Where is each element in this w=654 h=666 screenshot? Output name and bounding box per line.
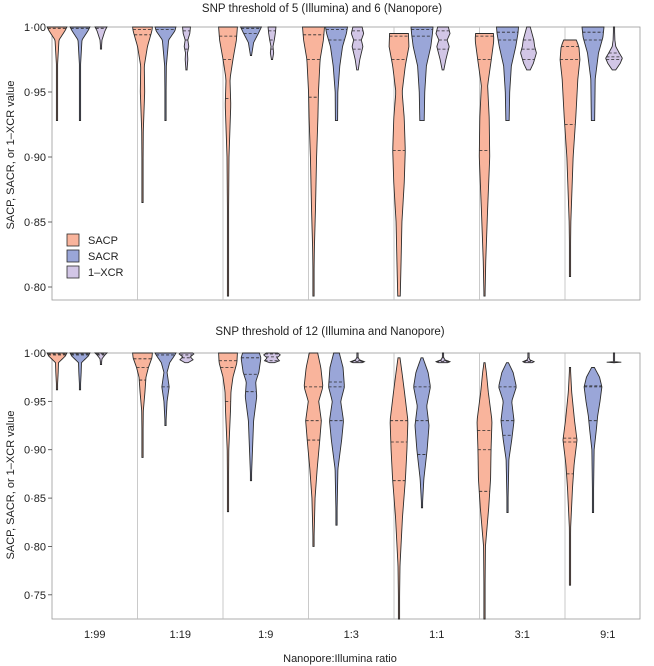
violin-1-xcr [263, 352, 281, 364]
y-tick-label: 0·85 [24, 217, 46, 229]
violin-sacr [410, 26, 434, 122]
violin-sacp [46, 26, 68, 122]
violin-1-xcr [94, 26, 108, 50]
violin-1-xcr [182, 26, 191, 71]
y-tick-label: 0·90 [24, 445, 46, 457]
y-tick-label: 1·00 [24, 348, 46, 360]
legend-swatch-1-xcr [66, 265, 80, 279]
violin-1-xcr [435, 26, 451, 71]
violin-sacp [562, 367, 578, 586]
violin-sacp [132, 352, 153, 458]
violin-sacp [474, 33, 495, 297]
plot-frame [51, 352, 641, 620]
violin-sacp [302, 26, 325, 297]
x-tick-label: 1:1 [429, 629, 444, 641]
violin-sacr [498, 362, 517, 514]
panel-top-title: SNP threshold of 5 (Illumina) and 6 (Nan… [202, 3, 442, 15]
violin-sacp [303, 352, 324, 547]
violin-sacr [583, 367, 603, 514]
violin-1-xcr [520, 26, 537, 71]
y-tick-label: 0·80 [24, 541, 46, 553]
legend-item-sacr: SACR [66, 249, 119, 263]
violin-1-xcr [178, 352, 195, 364]
violin-sacp [388, 33, 410, 297]
panel-bottom-title: SNP threshold of 12 (Illumina and Nanopo… [215, 326, 444, 338]
violin-1-xcr [350, 26, 365, 71]
legend-item-sacp: SACP [66, 233, 118, 247]
x-tick-label: 3:1 [515, 629, 530, 641]
violin-sacp [46, 352, 68, 391]
panel-top-plot: 1·00 0·95 0·90 0·85 0·80 [24, 22, 641, 301]
violin-sacr [69, 26, 91, 122]
x-tick-label: 9:1 [600, 629, 615, 641]
violin-sacp [476, 362, 493, 620]
panel-bottom-plot: 1·00 0·95 0·90 0·85 0·80 0·75 1:99 1:19 1:9 1:3 1:… [24, 348, 641, 641]
x-tick-label: 1:99 [84, 629, 105, 641]
legend-item-1-xcr: 1–XCR [66, 265, 124, 279]
panel-bottom: SNP threshold of 12 (Illumina and Nanopo… [5, 326, 641, 641]
violin-sacp [559, 39, 581, 278]
violin-sacp [389, 357, 409, 620]
legend-label-1-xcr: 1–XCR [88, 267, 124, 279]
violin-sacr [324, 26, 349, 122]
x-tick-label: 1:19 [170, 629, 191, 641]
y-tick-label: 0·95 [24, 396, 46, 408]
y-tick-label: 0·75 [24, 590, 46, 602]
y-tick-label: 0·85 [24, 493, 46, 505]
x-tick-label: 1:9 [258, 629, 273, 641]
y-tick-label: 0·90 [24, 152, 46, 164]
violin-sacp [218, 26, 238, 297]
violin-sacr [328, 352, 345, 526]
violin-1-xcr [93, 352, 109, 366]
violin-sacr [69, 352, 91, 391]
violin-sacr [154, 352, 177, 426]
violin-sacr [154, 26, 177, 122]
legend: SACP SACR 1–XCR [66, 233, 124, 279]
panel-bottom-y-axis-label: SACP, SACR, or 1–XCR value [5, 411, 17, 560]
violin-1-xcr [267, 26, 277, 60]
y-tick-label: 0·95 [24, 87, 46, 99]
violin-sacr [496, 26, 519, 122]
legend-swatch-sacr [66, 249, 80, 263]
legend-swatch-sacp [66, 233, 80, 247]
violin-sacr [413, 357, 431, 509]
violin-sacr [239, 26, 263, 57]
legend-label-sacp: SACP [88, 235, 118, 247]
violin-sacr [581, 26, 605, 122]
violin-1-xcr [606, 352, 622, 364]
legend-label-sacr: SACR [88, 251, 119, 263]
violin-sacp [218, 352, 238, 513]
x-axis-label: Nanopore:Illumina ratio [283, 653, 397, 665]
violin-1-xcr [605, 26, 623, 71]
y-tick-label: 0·80 [24, 282, 46, 294]
y-tick-label: 1·00 [24, 22, 46, 34]
panel-top-y-axis-label: SACP, SACR, or 1–XCR value [5, 81, 17, 230]
x-tick-label: 1:3 [344, 629, 359, 641]
plot-frame [51, 26, 641, 301]
violin-sacr [240, 352, 262, 482]
panel-top: SNP threshold of 5 (Illumina) and 6 (Nan… [5, 3, 641, 301]
violin-sacp [132, 26, 153, 203]
